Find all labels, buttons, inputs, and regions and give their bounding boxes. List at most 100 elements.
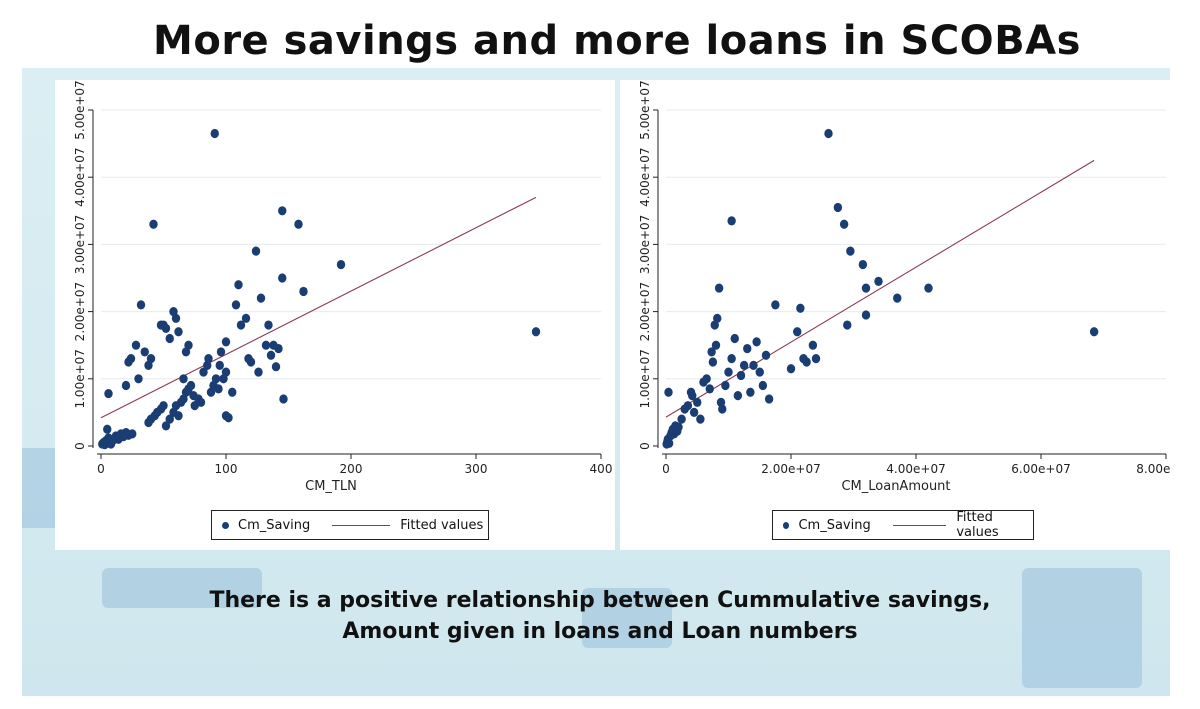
data-point <box>264 320 273 330</box>
caption-line-1: There is a positive relationship between… <box>209 588 991 613</box>
data-point <box>736 370 746 381</box>
data-point <box>714 283 724 293</box>
data-point <box>796 303 805 313</box>
data-point <box>204 354 213 364</box>
page-title: More savings and more loans in SCOBAs <box>153 18 1081 64</box>
data-point <box>874 276 883 286</box>
decorative-stripe <box>102 568 262 608</box>
data-point <box>186 380 196 391</box>
y-tick-label: 1.00e+07 <box>73 349 87 408</box>
data-point <box>184 340 193 350</box>
data-point <box>743 343 752 354</box>
data-point <box>733 391 743 401</box>
data-point <box>256 293 266 303</box>
data-point <box>711 340 721 350</box>
legend-label-saving: Cm_Saving <box>798 517 871 533</box>
x-tick-label: 0 <box>97 462 105 476</box>
data-point <box>724 367 733 377</box>
legend-marker-fitted <box>892 524 947 526</box>
data-point <box>161 323 171 333</box>
data-point <box>755 367 764 377</box>
chart-panel-cm-tln: 0 1.00e+07 2.00e+07 3.00e+07 4.00e+07 5.00e+0… <box>55 80 615 550</box>
data-point <box>299 286 308 297</box>
data-point <box>161 421 171 431</box>
data-point <box>214 384 223 394</box>
legend-marker-saving <box>783 521 790 529</box>
y-tick-label: 2.00e+07 <box>73 282 87 341</box>
data-point <box>721 380 730 391</box>
y-tick-label: 0 <box>73 442 87 450</box>
data-point <box>149 219 158 229</box>
data-point <box>140 347 149 357</box>
caption: There is a positive relationship between… <box>0 585 1200 647</box>
y-tick-label: 3.00e+07 <box>73 215 87 274</box>
data-point <box>216 347 226 357</box>
data-point <box>924 283 933 293</box>
y-tick-label: 2.00e+07 <box>638 282 652 341</box>
data-point <box>764 394 774 404</box>
data-point <box>279 394 288 404</box>
data-point <box>174 411 183 421</box>
x-tick-label: 4.00e+07 <box>886 462 945 476</box>
data-point <box>689 407 699 417</box>
data-point <box>677 414 686 424</box>
data-point <box>221 367 231 377</box>
data-point <box>664 387 673 397</box>
x-tick-label: 8.00e+07 <box>1136 462 1170 476</box>
data-point <box>251 246 261 256</box>
data-point <box>707 347 716 357</box>
y-tick-label: 3.00e+07 <box>638 215 652 274</box>
data-point <box>708 357 718 367</box>
y-tick-label: 4.00e+07 <box>638 147 652 206</box>
data-point <box>221 337 231 347</box>
data-point <box>846 246 855 256</box>
data-point <box>159 401 168 411</box>
data-point <box>336 259 346 270</box>
data-point <box>683 401 693 411</box>
data-point <box>231 300 241 310</box>
caption-line-2: Amount given in loans and Loan numbers <box>342 619 858 644</box>
decorative-stripe <box>1022 568 1142 688</box>
y-tick-label: 5.00e+07 <box>73 80 87 139</box>
data-point <box>171 313 181 323</box>
x-tick-label: 300 <box>465 462 488 476</box>
data-point <box>261 340 271 350</box>
data-point <box>134 374 143 384</box>
data-point <box>761 350 771 360</box>
x-tick-label: 400 <box>590 462 613 476</box>
data-point <box>254 367 263 377</box>
data-point <box>833 202 843 213</box>
x-tick-label: 200 <box>340 462 363 476</box>
legend-marker-fitted <box>332 524 391 526</box>
data-point <box>210 128 219 139</box>
data-point <box>246 357 256 367</box>
data-point <box>278 206 287 216</box>
data-point <box>824 128 833 139</box>
x-tick-label: 6.00e+07 <box>1011 462 1070 476</box>
data-point <box>702 374 711 384</box>
y-tick-label: 4.00e+07 <box>73 147 87 206</box>
data-point <box>126 354 136 364</box>
chart-panel-cm-loanamount: 0 1.00e+07 2.00e+07 3.00e+07 4.00e+07 5.00e+0… <box>620 80 1170 550</box>
data-point <box>718 404 727 414</box>
scatter-plot-cm-tln: 0 1.00e+07 2.00e+07 3.00e+07 4.00e+07 5.00e+0… <box>73 80 613 494</box>
data-point <box>786 364 796 374</box>
data-point <box>211 374 221 384</box>
data-point <box>664 438 674 448</box>
data-point <box>136 300 146 310</box>
data-point <box>179 374 188 384</box>
x-tick-label: 2.00e+07 <box>761 462 820 476</box>
data-point <box>739 360 749 370</box>
data-point <box>274 343 283 354</box>
x-tick-label: 0 <box>662 462 670 476</box>
data-point <box>802 357 811 367</box>
data-point <box>693 397 702 407</box>
data-point <box>165 414 174 424</box>
data-point <box>234 280 243 290</box>
data-point <box>843 320 852 330</box>
data-point <box>174 327 183 337</box>
data-point <box>727 354 736 364</box>
data-point <box>278 273 287 283</box>
data-point <box>128 429 137 439</box>
legend-marker-saving <box>222 521 229 529</box>
